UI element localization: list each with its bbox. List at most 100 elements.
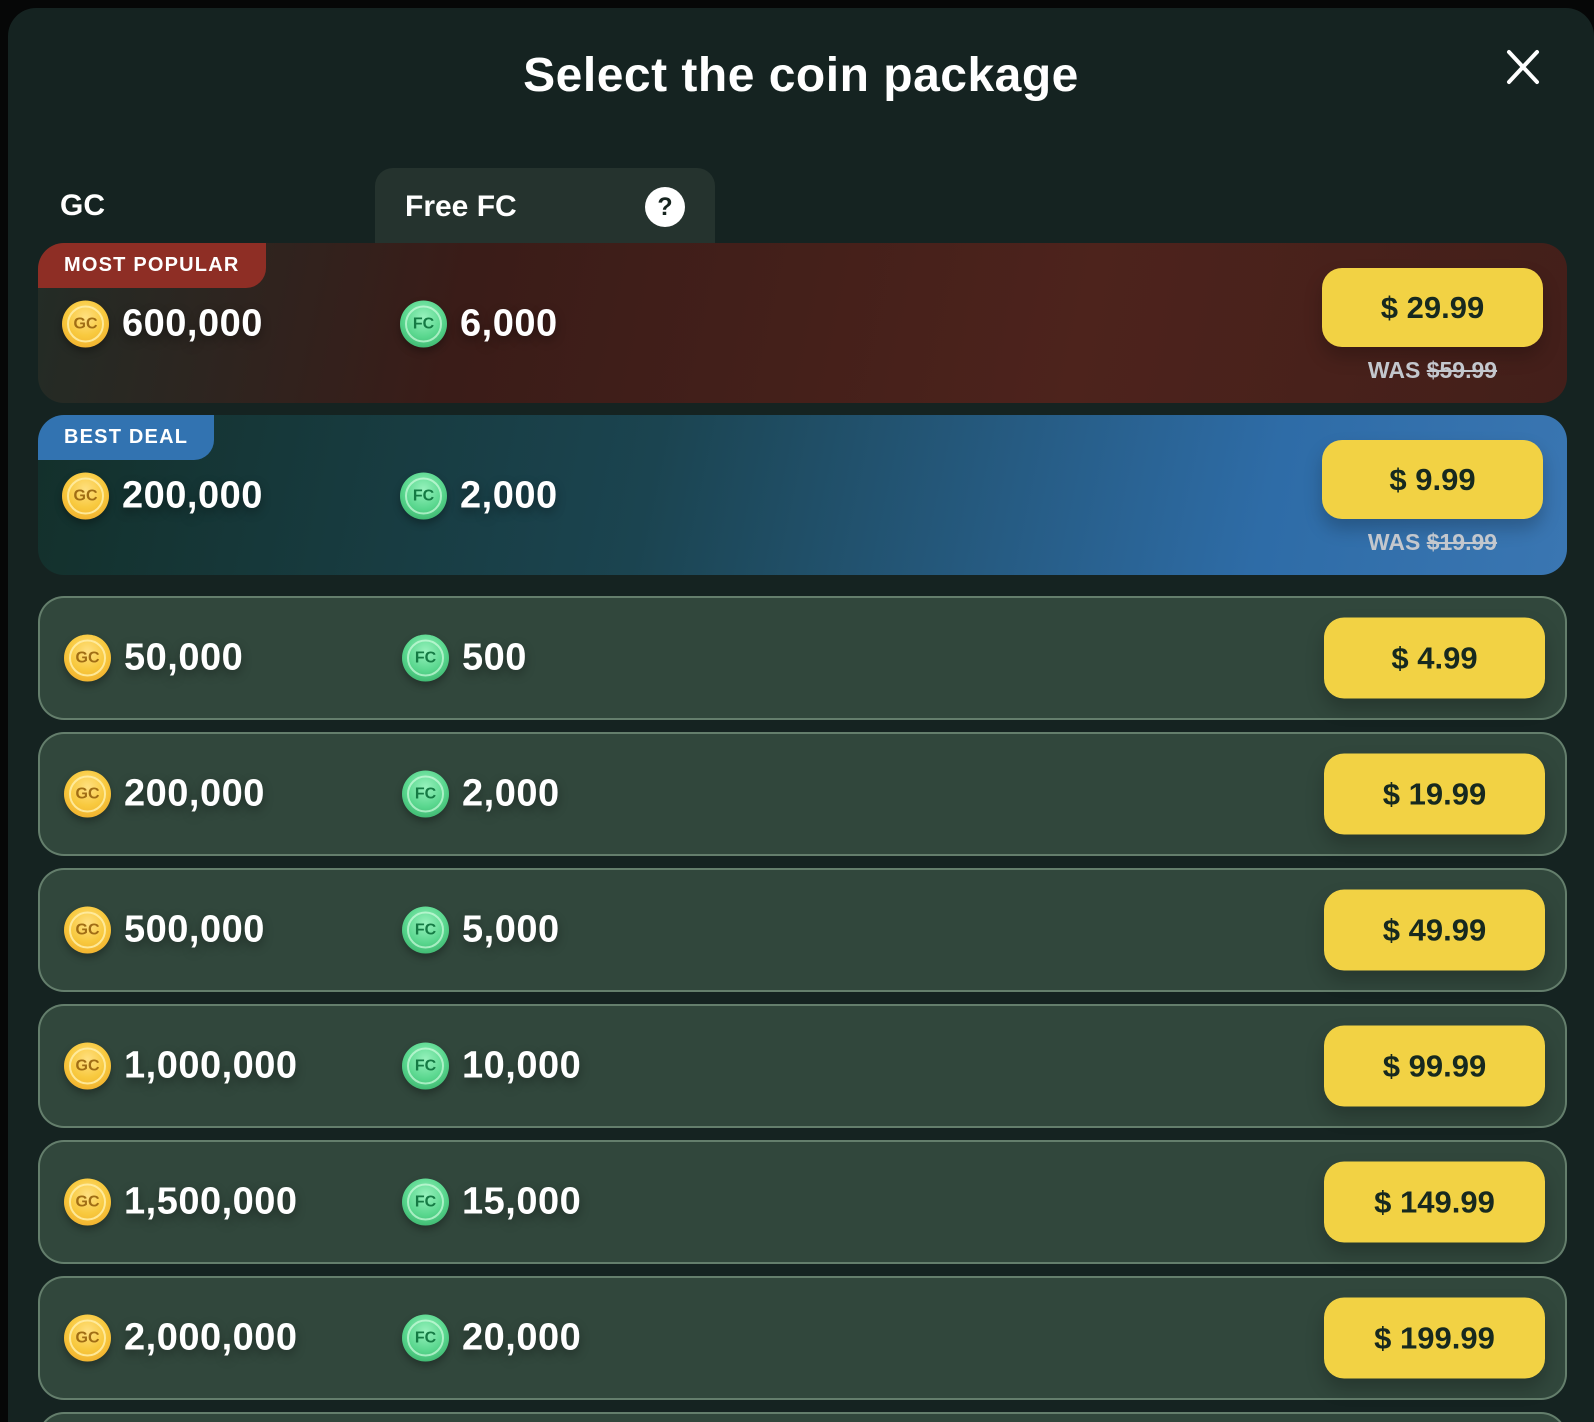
gc-amount: GC 50,000 [64, 634, 402, 682]
tab-free-fc-label: Free FC [405, 190, 517, 223]
gc-amount: GC 200,000 [64, 770, 402, 818]
fc-amount-value: 6,000 [460, 302, 558, 345]
gc-coin-letters: GC [75, 785, 100, 802]
fc-amount-value: 15,000 [462, 1180, 582, 1223]
gc-amount-value: 500,000 [124, 908, 265, 951]
package-amounts: GC 200,000 FC 2,000 [62, 472, 558, 520]
package-amounts: GC 500,000 FC 5,000 [64, 906, 560, 954]
gc-coin-letters: GC [75, 649, 100, 666]
fc-amount: FC 2,000 [400, 472, 558, 520]
price-button[interactable]: $ 49.99 [1324, 889, 1545, 971]
help-icon[interactable]: ? [645, 187, 685, 227]
fc-coin-icon: FC [402, 1042, 449, 1090]
fc-coin-letters: FC [414, 1057, 437, 1074]
gc-coin-icon: GC [64, 770, 111, 818]
page-title: Select the coin package [523, 49, 1079, 102]
price-button[interactable]: $ 29.99 [1322, 268, 1543, 347]
price-button[interactable]: $ 4.99 [1324, 617, 1545, 699]
fc-coin-icon: FC [402, 1178, 449, 1226]
fc-amount-value: 500 [462, 636, 527, 679]
gc-amount: GC 600,000 [62, 300, 400, 348]
package-row[interactable]: GC 1,000,000 FC 10,000 $ 99.99 [38, 1004, 1567, 1128]
package-row[interactable]: BEST DEAL GC 200,000 FC 2,000 $ 9.99 WAS… [38, 415, 1567, 575]
gc-amount: GC 200,000 [62, 472, 400, 520]
gc-coin-icon: GC [64, 634, 111, 682]
fc-amount: FC 10,000 [402, 1042, 582, 1090]
gc-amount-value: 600,000 [122, 302, 263, 345]
was-label: WAS [1367, 357, 1421, 383]
gc-coin-letters: GC [75, 1193, 100, 1210]
package-row[interactable]: GC 200,000 FC 2,000 $ 19.99 [38, 732, 1567, 856]
gc-amount: GC 1,500,000 [64, 1178, 402, 1226]
fc-amount-value: 20,000 [462, 1316, 582, 1359]
gc-amount-value: 1,500,000 [124, 1180, 298, 1223]
gc-amount-value: 50,000 [124, 636, 244, 679]
was-price: WAS $59.99 [1322, 357, 1543, 384]
gc-amount-value: 1,000,000 [124, 1044, 298, 1087]
price-button[interactable]: $ 149.99 [1324, 1161, 1545, 1243]
fc-coin-icon: FC [402, 770, 449, 818]
price-button[interactable]: $ 199.99 [1324, 1297, 1545, 1379]
package-row-partial[interactable] [38, 1412, 1567, 1422]
package-amounts: GC 600,000 FC 6,000 [62, 300, 558, 348]
tab-free-fc[interactable]: Free FC ? [375, 168, 715, 246]
package-badge: BEST DEAL [38, 415, 215, 460]
package-amounts: GC 1,000,000 FC 10,000 [64, 1042, 582, 1090]
fc-amount: FC 5,000 [402, 906, 560, 954]
gc-coin-letters: GC [75, 1329, 100, 1346]
fc-coin-letters: FC [414, 649, 437, 666]
gc-amount-value: 200,000 [124, 772, 265, 815]
fc-coin-icon: FC [400, 300, 447, 348]
package-row[interactable]: GC 1,500,000 FC 15,000 $ 149.99 [38, 1140, 1567, 1264]
gc-amount: GC 1,000,000 [64, 1042, 402, 1090]
was-label: WAS [1367, 529, 1421, 555]
package-row[interactable]: GC 500,000 FC 5,000 $ 49.99 [38, 868, 1567, 992]
price-button[interactable]: $ 9.99 [1322, 440, 1543, 519]
fc-amount: FC 15,000 [402, 1178, 582, 1226]
gc-coin-icon: GC [64, 1042, 111, 1090]
gc-coin-icon: GC [64, 1314, 111, 1362]
fc-coin-letters: FC [412, 315, 435, 332]
was-price: WAS $19.99 [1322, 529, 1543, 556]
fc-coin-letters: FC [414, 785, 437, 802]
package-amounts: GC 200,000 FC 2,000 [64, 770, 560, 818]
package-row[interactable]: GC 50,000 FC 500 $ 4.99 [38, 596, 1567, 720]
gc-coin-icon: GC [64, 906, 111, 954]
fc-amount: FC 6,000 [400, 300, 558, 348]
gc-coin-letters: GC [73, 315, 98, 332]
gc-coin-letters: GC [73, 487, 98, 504]
fc-coin-letters: FC [414, 1329, 437, 1346]
gc-coin-icon: GC [62, 300, 109, 348]
was-price-value: $59.99 [1426, 357, 1498, 383]
close-icon [1506, 49, 1540, 85]
price-button[interactable]: $ 99.99 [1324, 1025, 1545, 1107]
fc-amount: FC 500 [402, 634, 527, 682]
price-button[interactable]: $ 19.99 [1324, 753, 1545, 835]
fc-amount-value: 5,000 [462, 908, 560, 951]
tab-gc[interactable]: GC [60, 168, 105, 243]
package-row[interactable]: MOST POPULAR GC 600,000 FC 6,000 $ 29.99… [38, 243, 1567, 403]
gc-amount-value: 200,000 [122, 474, 263, 517]
fc-coin-letters: FC [412, 487, 435, 504]
close-button[interactable] [1500, 44, 1546, 90]
fc-amount: FC 20,000 [402, 1314, 582, 1362]
fc-coin-letters: FC [414, 1193, 437, 1210]
gc-coin-letters: GC [75, 1057, 100, 1074]
fc-amount-value: 2,000 [460, 474, 558, 517]
gc-amount-value: 2,000,000 [124, 1316, 298, 1359]
package-amounts: GC 1,500,000 FC 15,000 [64, 1178, 582, 1226]
fc-amount-value: 10,000 [462, 1044, 582, 1087]
package-list: MOST POPULAR GC 600,000 FC 6,000 $ 29.99… [8, 243, 1594, 1422]
coin-package-modal: Select the coin package GC Free FC ? MOS… [8, 8, 1594, 1422]
gc-coin-icon: GC [64, 1178, 111, 1226]
fc-coin-icon: FC [402, 634, 449, 682]
gc-amount: GC 500,000 [64, 906, 402, 954]
modal-header: Select the coin package [8, 8, 1594, 168]
package-amounts: GC 50,000 FC 500 [64, 634, 527, 682]
fc-coin-letters: FC [414, 921, 437, 938]
package-row[interactable]: GC 2,000,000 FC 20,000 $ 199.99 [38, 1276, 1567, 1400]
package-amounts: GC 2,000,000 FC 20,000 [64, 1314, 582, 1362]
fc-coin-icon: FC [402, 1314, 449, 1362]
fc-amount: FC 2,000 [402, 770, 560, 818]
fc-amount-value: 2,000 [462, 772, 560, 815]
